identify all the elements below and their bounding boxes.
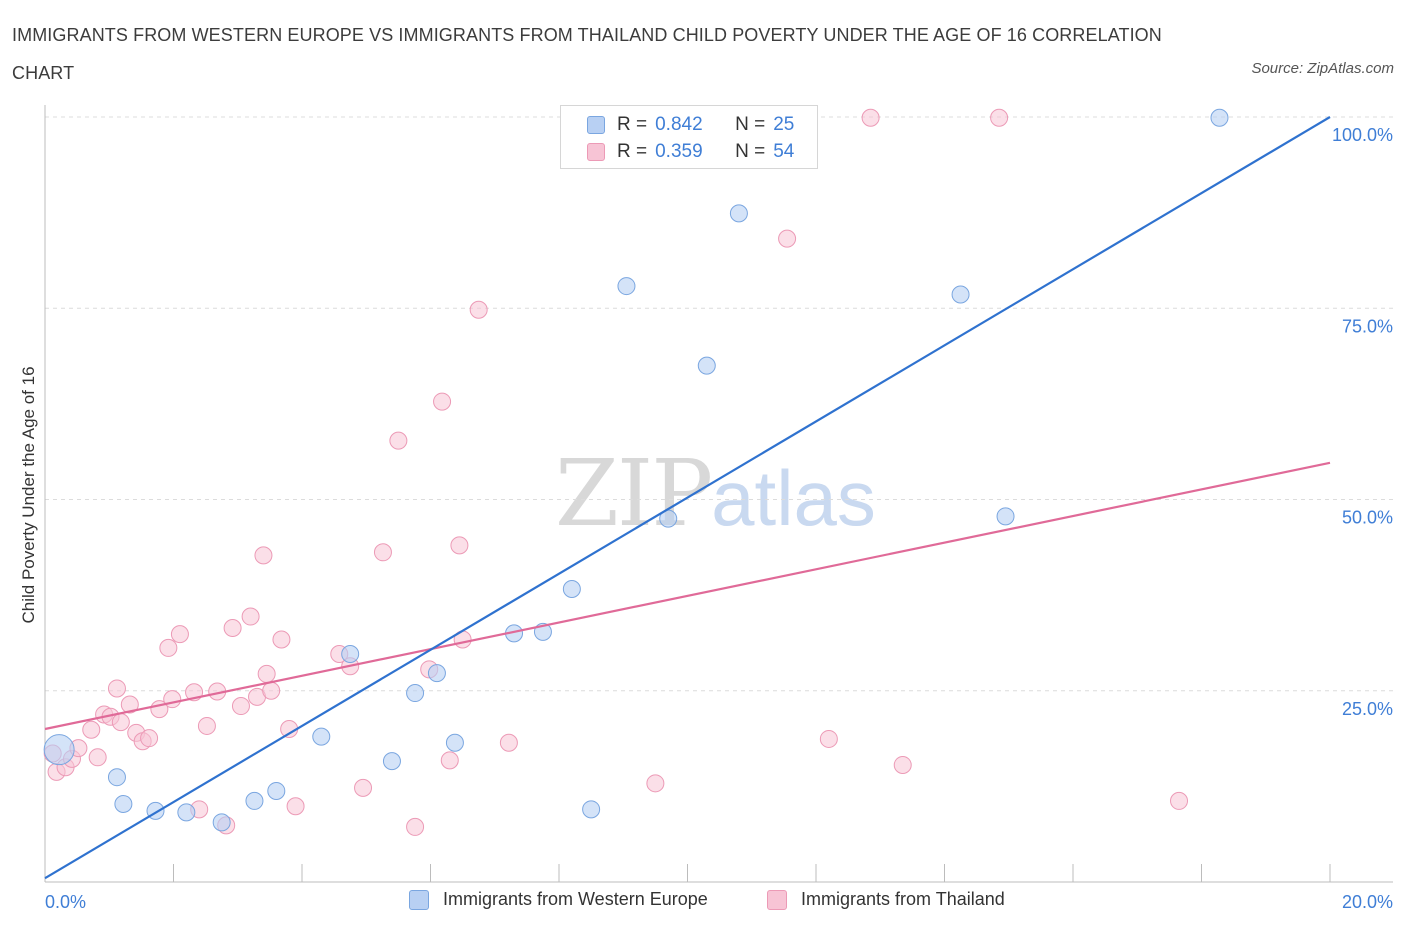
data-point-western-europe bbox=[445, 733, 464, 752]
bottom-legend-thailand: Immigrants from Thailand bbox=[767, 889, 1005, 910]
data-point-thailand bbox=[223, 619, 242, 638]
data-point-western-europe bbox=[729, 204, 748, 223]
data-point-western-europe bbox=[951, 285, 970, 304]
data-point-thailand bbox=[646, 774, 665, 793]
legend-n-value: 25 bbox=[773, 114, 795, 135]
y-tick-label: 50.0% bbox=[1342, 508, 1393, 528]
legend-swatch-thailand bbox=[587, 143, 605, 161]
data-point-thailand bbox=[107, 679, 126, 698]
y-axis-label: Child Poverty Under the Age of 16 bbox=[19, 366, 38, 623]
data-point-thailand bbox=[861, 108, 880, 127]
y-tick-label: 25.0% bbox=[1342, 699, 1393, 719]
data-point-western-europe bbox=[697, 356, 716, 375]
data-point-thailand bbox=[262, 681, 281, 700]
legend-row-western-europe: R = 0.842 N = 25 bbox=[587, 112, 794, 138]
grid-lines bbox=[45, 116, 1393, 692]
x-tick-label: 20.0% bbox=[1342, 892, 1393, 912]
series-thailand-points bbox=[43, 108, 1189, 836]
chart-title: IMMIGRANTS FROM WESTERN EUROPE VS IMMIGR… bbox=[12, 25, 1162, 83]
bottom-legend-label: Immigrants from Western Europe bbox=[443, 889, 708, 909]
data-point-western-europe bbox=[406, 684, 425, 703]
legend-swatch-western-europe bbox=[587, 116, 605, 134]
data-point-thailand bbox=[406, 817, 425, 836]
data-point-thailand bbox=[354, 778, 373, 797]
data-point-western-europe bbox=[43, 734, 75, 766]
data-point-western-europe bbox=[114, 794, 133, 813]
tick-labels: 25.0% 50.0% 75.0% 100.0% 0.0% 20.0% bbox=[45, 125, 1393, 912]
x-tick-label: 0.0% bbox=[45, 892, 86, 912]
data-point-thailand bbox=[120, 695, 139, 714]
data-point-thailand bbox=[272, 630, 291, 649]
legend-n-label: N = bbox=[735, 141, 766, 162]
data-point-western-europe bbox=[177, 803, 196, 822]
data-point-western-europe bbox=[582, 800, 601, 819]
data-point-thailand bbox=[88, 748, 107, 767]
data-point-thailand bbox=[111, 713, 130, 732]
data-point-western-europe bbox=[562, 580, 581, 599]
data-point-thailand bbox=[140, 729, 159, 748]
data-point-thailand bbox=[1170, 791, 1189, 810]
data-point-thailand bbox=[433, 392, 452, 411]
axes bbox=[44, 105, 1393, 883]
stats-legend: R = 0.842 N = 25 R = 0.359 N = 54 bbox=[560, 105, 818, 169]
data-point-thailand bbox=[990, 108, 1009, 127]
data-point-thailand bbox=[197, 716, 216, 735]
bottom-legend-swatch-western-europe bbox=[409, 889, 429, 910]
source-credit: Source: ZipAtlas.com bbox=[1251, 60, 1394, 77]
data-point-thailand bbox=[778, 229, 797, 248]
y-tick-label: 75.0% bbox=[1342, 316, 1393, 336]
data-point-thailand bbox=[82, 720, 101, 739]
legend-row-thailand: R = 0.359 N = 54 bbox=[587, 139, 794, 165]
legend-r-label: R = bbox=[617, 114, 648, 135]
y-tick-label: 100.0% bbox=[1332, 125, 1393, 145]
bottom-legend-swatch-thailand bbox=[767, 889, 787, 910]
data-point-thailand bbox=[389, 431, 408, 450]
data-point-western-europe bbox=[107, 768, 126, 787]
data-point-thailand bbox=[254, 546, 273, 565]
data-point-western-europe bbox=[341, 645, 360, 664]
data-point-thailand bbox=[819, 729, 838, 748]
data-point-thailand bbox=[499, 733, 518, 752]
data-point-western-europe bbox=[1210, 108, 1229, 127]
data-point-thailand bbox=[450, 536, 469, 555]
data-point-western-europe bbox=[996, 507, 1015, 526]
data-point-thailand bbox=[257, 664, 276, 683]
data-point-thailand bbox=[159, 638, 178, 657]
data-point-western-europe bbox=[212, 813, 231, 832]
watermark: ZIPatlas bbox=[555, 440, 876, 547]
data-point-thailand bbox=[373, 543, 392, 562]
bottom-legend-western-europe: Immigrants from Western Europe bbox=[409, 889, 708, 910]
data-point-thailand bbox=[286, 797, 305, 816]
data-point-thailand bbox=[241, 607, 260, 626]
series-western-europe-points bbox=[43, 108, 1229, 832]
trend-line-thailand bbox=[44, 461, 1331, 731]
data-point-thailand bbox=[469, 300, 488, 319]
data-point-western-europe bbox=[267, 781, 286, 800]
legend-r-label: R = bbox=[617, 141, 648, 162]
data-point-western-europe bbox=[427, 664, 446, 683]
legend-n-label: N = bbox=[735, 114, 766, 135]
bottom-legend-label: Immigrants from Thailand bbox=[801, 889, 1005, 909]
data-point-thailand bbox=[163, 690, 182, 709]
trend-line-western-europe bbox=[44, 116, 1331, 880]
data-point-western-europe bbox=[312, 727, 331, 746]
data-point-western-europe bbox=[245, 791, 264, 810]
data-point-thailand bbox=[440, 751, 459, 770]
data-point-thailand bbox=[170, 625, 189, 644]
data-point-western-europe bbox=[382, 752, 401, 771]
watermark-atlas: atlas bbox=[711, 454, 876, 542]
data-point-thailand bbox=[231, 697, 250, 716]
data-point-western-europe bbox=[617, 277, 636, 296]
trend-lines bbox=[44, 116, 1331, 880]
legend-n-value: 54 bbox=[773, 141, 795, 162]
data-point-thailand bbox=[893, 755, 912, 774]
legend-r-value: 0.842 bbox=[655, 114, 703, 135]
legend-r-value: 0.359 bbox=[655, 141, 703, 162]
